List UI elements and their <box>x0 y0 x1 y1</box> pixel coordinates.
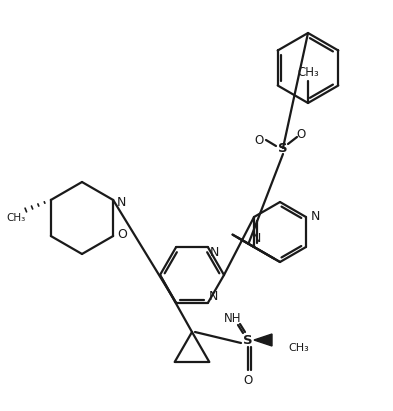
Text: N: N <box>209 246 219 259</box>
Polygon shape <box>254 334 272 346</box>
Text: CH₃: CH₃ <box>6 213 26 223</box>
Text: CH₃: CH₃ <box>288 343 309 353</box>
Text: CH₃: CH₃ <box>297 67 319 79</box>
Text: S: S <box>278 141 288 155</box>
Text: O: O <box>243 374 253 386</box>
Text: O: O <box>117 228 127 240</box>
Text: NH: NH <box>224 312 242 325</box>
Text: N: N <box>208 290 218 303</box>
Text: S: S <box>243 333 253 346</box>
Text: N: N <box>116 196 126 208</box>
Text: N: N <box>310 210 320 224</box>
Text: O: O <box>254 134 264 146</box>
Text: N: N <box>252 232 261 245</box>
Text: O: O <box>296 127 306 141</box>
